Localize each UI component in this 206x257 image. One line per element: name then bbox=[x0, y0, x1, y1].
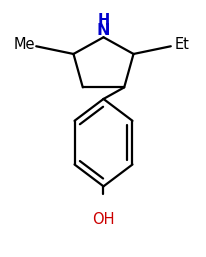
Text: Et: Et bbox=[174, 37, 189, 52]
Text: Me: Me bbox=[14, 37, 35, 52]
Text: H: H bbox=[97, 13, 109, 28]
Text: N: N bbox=[96, 23, 110, 38]
Text: OH: OH bbox=[92, 212, 114, 227]
